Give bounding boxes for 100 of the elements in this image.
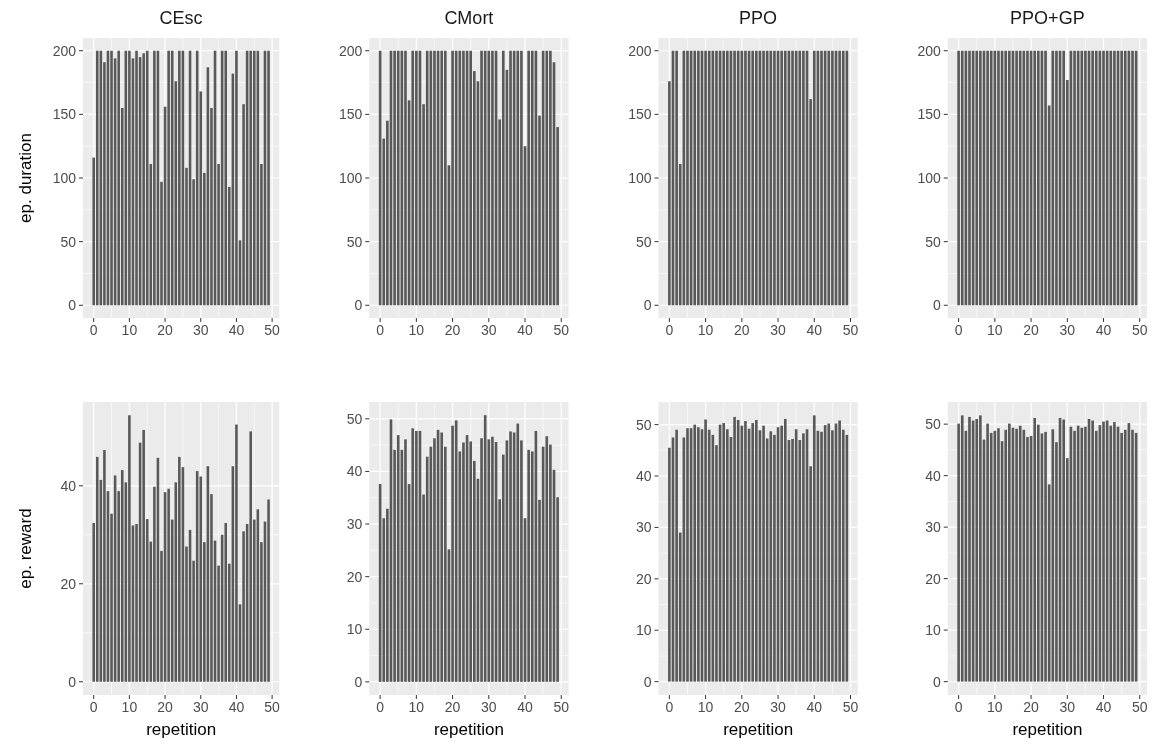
bar: [986, 50, 989, 306]
x-axis-title: repetition: [433, 720, 504, 739]
bar: [110, 50, 113, 306]
bar: [1037, 50, 1040, 306]
bar: [780, 50, 783, 306]
bar: [975, 50, 979, 306]
bar: [454, 50, 458, 306]
bar: [1120, 50, 1123, 306]
bar: [986, 423, 989, 682]
y-tick-label: 0: [643, 297, 652, 314]
bar: [1018, 50, 1022, 306]
chart-title: PPO: [739, 8, 778, 28]
y-tick-label: 10: [346, 621, 363, 638]
y-tick-label: 40: [925, 467, 941, 484]
x-tick-label: 0: [954, 322, 963, 338]
y-tick-label: 150: [338, 106, 363, 123]
chart-title: PPO+GP: [1010, 8, 1085, 28]
bar: [704, 50, 707, 306]
y-tick-label: 20: [346, 568, 363, 585]
x-tick-label: 20: [444, 322, 461, 338]
bar: [249, 431, 252, 682]
bar: [722, 50, 726, 306]
bar: [1051, 50, 1055, 306]
bar: [975, 418, 979, 682]
bar: [1109, 425, 1113, 682]
bar: [178, 50, 181, 306]
x-tick-label: 50: [1131, 699, 1148, 715]
x-tick-label: 20: [157, 322, 174, 338]
bar: [117, 50, 120, 306]
y-tick-label: 0: [68, 297, 77, 314]
bar: [444, 50, 447, 306]
bar: [1073, 50, 1076, 306]
x-tick-label: 20: [157, 699, 174, 715]
bar: [697, 427, 700, 682]
x-tick-label: 10: [121, 699, 138, 715]
bar: [989, 50, 993, 306]
y-tick-label: 20: [925, 570, 941, 587]
bar: [501, 50, 505, 306]
y-tick-label: 50: [635, 416, 652, 433]
bar: [491, 50, 494, 306]
bar: [783, 418, 787, 682]
bar: [128, 415, 131, 682]
bar: [404, 50, 407, 306]
bar: [1062, 50, 1065, 306]
bar: [1015, 50, 1018, 306]
bar: [769, 431, 773, 682]
x-tick-label: 30: [1059, 322, 1076, 338]
bar: [396, 435, 400, 682]
bar: [686, 428, 689, 682]
bar: [841, 50, 845, 306]
bar: [1131, 50, 1134, 306]
bar: [1080, 50, 1084, 306]
bar: [1015, 428, 1018, 682]
x-tick-label: 40: [228, 322, 245, 338]
bar: [1018, 425, 1022, 682]
y-tick-label: 20: [60, 575, 77, 592]
x-tick-label: 10: [408, 322, 425, 338]
bar: [516, 423, 520, 682]
chart-title: CEsc: [159, 8, 203, 28]
x-tick-label: 20: [444, 699, 461, 715]
bar: [454, 420, 458, 682]
y-tick-label: 50: [635, 233, 652, 250]
bar: [783, 50, 787, 306]
x-tick-label: 50: [553, 322, 570, 338]
x-tick-label: 10: [408, 699, 425, 715]
bar: [411, 428, 415, 682]
bar: [773, 50, 776, 306]
x-tick-label: 50: [842, 699, 859, 715]
bar: [820, 50, 823, 306]
x-tick-label: 40: [517, 699, 534, 715]
bar: [95, 50, 99, 306]
y-tick-label: 50: [346, 233, 363, 250]
bar: [1123, 50, 1127, 306]
x-tick-label: 30: [481, 699, 497, 715]
bar: [1073, 430, 1076, 682]
bar: [425, 50, 429, 306]
x-tick-label: 40: [806, 322, 823, 338]
bar: [167, 50, 170, 306]
bar: [1008, 423, 1011, 682]
bar: [1044, 50, 1047, 306]
bar: [802, 433, 805, 682]
bar: [769, 50, 773, 306]
bar: [675, 50, 678, 306]
bar: [997, 428, 1000, 682]
bar: [693, 50, 697, 306]
bar: [755, 419, 758, 682]
bar: [530, 50, 534, 306]
bar: [979, 50, 982, 306]
bar: [1113, 422, 1116, 682]
y-tick-label: 0: [932, 673, 941, 690]
x-tick-label: 0: [376, 322, 385, 338]
bar: [120, 470, 124, 682]
bar: [812, 415, 816, 682]
bar: [957, 50, 960, 306]
bar: [1102, 50, 1105, 306]
x-axis-title: repetition: [146, 720, 217, 739]
x-tick-label: 30: [770, 699, 787, 715]
bar: [135, 50, 138, 306]
x-tick-label: 20: [1023, 699, 1040, 715]
x-tick-label: 30: [192, 699, 209, 715]
